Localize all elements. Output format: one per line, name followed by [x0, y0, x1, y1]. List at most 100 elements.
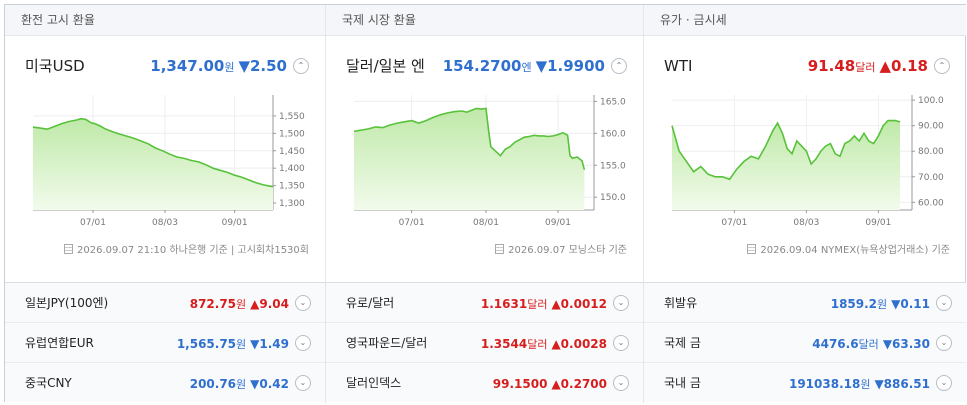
y-tick-label: 1,350 [279, 182, 305, 192]
main-quote-value: 1,347.00 [150, 57, 225, 75]
list-item-unit: 달러 [527, 298, 548, 311]
list-item-unit: 원 [236, 378, 247, 391]
list-item-change: ▼886.51 [874, 377, 930, 391]
expand-chevron-icon[interactable]: ⌄ [295, 295, 311, 311]
section-title[interactable]: 유가 · 금시세 [644, 5, 966, 36]
collapse-toggle-icon[interactable]: ⌃ [293, 58, 309, 74]
series-line [671, 119, 901, 181]
section-title[interactable]: 환전 고시 환율 [5, 5, 325, 36]
list-item-name: 유럽연합EUR [25, 336, 94, 350]
x-tick-label: 07/01 [80, 218, 106, 228]
list-item[interactable]: 달러인덱스 99.1500 ▲0.2700 ⌄ [326, 363, 643, 402]
list-item-change: ▲0.2700 [551, 377, 607, 391]
list-item-value: 99.1500 [492, 377, 548, 391]
quote-list: 일본JPY(100엔) 872.75원 ▲9.04 ⌄ 유럽연합EUR 1,565… [5, 282, 325, 402]
main-quote: 달러/일본 엔 154.2700엔 ▼1.9900 ⌃ [346, 53, 627, 79]
list-item-value: 1859.2 [830, 297, 878, 311]
expand-chevron-icon[interactable]: ⌄ [295, 375, 311, 391]
intl-exchange-panel: 국제 시장 환율 달러/일본 엔 154.2700엔 ▼1.9900 ⌃ 165.… [325, 5, 643, 403]
list-item-value-group: 4476.6달러 ▼63.30 [812, 323, 930, 365]
list-item-value-group: 200.76원 ▼0.42 [190, 363, 289, 405]
list-item-value-group: 872.75원 ▲9.04 [190, 283, 289, 325]
list-item[interactable]: 유럽연합EUR 1,565.75원 ▼1.49 ⌄ [5, 323, 325, 363]
quote-list: 유로/달러 1.1631달러 ▲0.0012 ⌄ 영국파운드/달러 1.3544달… [326, 282, 643, 402]
x-tick-label: 08/01 [473, 218, 499, 228]
collapse-toggle-icon[interactable]: ⌃ [934, 58, 950, 74]
exchange-rate-panel: 환전 고시 환율 미국USD 1,347.00원 ▼2.50 ⌃ 1,550 1,5… [5, 5, 325, 403]
collapse-toggle-icon[interactable]: ⌃ [611, 58, 627, 74]
list-item-value-group: 1,565.75원 ▼1.49 [177, 323, 289, 365]
source-note: 2026.09.07 모닝스타 기준 [495, 241, 627, 256]
list-item-value: 200.76 [189, 377, 237, 391]
series-line [32, 117, 274, 188]
series-area [33, 118, 273, 210]
list-item-unit: 원 [236, 298, 247, 311]
main-quote-name[interactable]: 미국USD [25, 57, 85, 75]
list-item-value: 1.1631 [480, 297, 528, 311]
list-item-name: 휘발유 [664, 296, 698, 310]
y-tick-label: 1,400 [279, 164, 305, 174]
y-tick-label: 70.00 [918, 173, 944, 183]
list-item-unit: 달러 [858, 338, 879, 351]
x-tick-label: 08/03 [793, 218, 819, 228]
main-quote: WTI 91.48달러 ▲0.18 ⌃ [664, 53, 950, 79]
list-item-unit: 원 [877, 298, 888, 311]
price-chart: 1,550 1,500 1,450 1,400 1,350 1,300 07/01 08/03… [32, 95, 305, 228]
main-quote: 미국USD 1,347.00원 ▼2.50 ⌃ [25, 53, 309, 79]
x-tick-label: 07/01 [399, 218, 425, 228]
y-tick-label: 150.00 [600, 193, 626, 203]
list-item-value-group: 1.1631달러 ▲0.0012 [481, 283, 607, 325]
section-title[interactable]: 국제 시장 환율 [326, 5, 643, 36]
main-quote-change: ▼1.9900 [535, 57, 605, 75]
list-item[interactable]: 국내 금 191038.18원 ▼886.51 ⌄ [644, 363, 966, 402]
expand-chevron-icon[interactable]: ⌄ [295, 335, 311, 351]
source-text: 2026.09.07 모닝스타 기준 [508, 245, 627, 256]
list-item-value-group: 1859.2원 ▼0.11 [831, 283, 930, 325]
document-icon [495, 244, 505, 254]
list-item-value-group: 99.1500 ▲0.2700 [493, 363, 607, 405]
y-tick-label: 1,450 [279, 147, 305, 157]
expand-chevron-icon[interactable]: ⌄ [613, 375, 629, 391]
y-tick-label: 100.00 [918, 96, 944, 106]
list-item[interactable]: 일본JPY(100엔) 872.75원 ▲9.04 ⌄ [5, 283, 325, 323]
list-item[interactable]: 휘발유 1859.2원 ▼0.11 ⌄ [644, 283, 966, 323]
list-item-name: 일본JPY(100엔) [25, 296, 109, 310]
x-tick-label: 09/01 [865, 218, 891, 228]
main-quote-unit: 엔 [521, 61, 532, 74]
expand-chevron-icon[interactable]: ⌄ [936, 335, 952, 351]
list-item-value: 1.3544 [480, 337, 528, 351]
main-quote-name[interactable]: WTI [664, 57, 693, 75]
list-item-change: ▼1.49 [250, 337, 289, 351]
source-text: 2026.09.07 21:10 하나은행 기준 | 고시회차1530회 [77, 245, 309, 256]
list-item-value: 872.75 [189, 297, 237, 311]
price-chart: 100.00 90.00 80.00 70.00 60.00 07/01 08/03 09/0… [671, 95, 944, 228]
source-text: 2026.09.04 NYMEX(뉴욕상업거래소) 기준 [760, 245, 950, 256]
expand-chevron-icon[interactable]: ⌄ [936, 295, 952, 311]
list-item-name: 영국파운드/달러 [346, 336, 428, 350]
list-item[interactable]: 중국CNY 200.76원 ▼0.42 ⌄ [5, 363, 325, 402]
list-item-name: 달러인덱스 [346, 376, 402, 390]
list-item-change: ▼63.30 [882, 337, 930, 351]
x-tick-label: 09/01 [545, 218, 571, 228]
main-quote-unit: 달러 [855, 61, 876, 74]
main-quote-name[interactable]: 달러/일본 엔 [346, 57, 425, 75]
list-item[interactable]: 국제 금 4476.6달러 ▼63.30 ⌄ [644, 323, 966, 363]
x-tick-label: 08/03 [152, 218, 178, 228]
expand-chevron-icon[interactable]: ⌄ [613, 295, 629, 311]
main-quote-unit: 원 [224, 61, 235, 74]
oil-gold-panel: 유가 · 금시세 WTI 91.48달러▲0.18 ⌃ 100.0090.008… [643, 5, 966, 403]
y-tick-label: 1,500 [279, 129, 305, 139]
list-item-value: 191038.18 [788, 377, 861, 391]
list-item[interactable]: 유로/달러 1.1631달러 ▲0.0012 ⌄ [326, 283, 643, 323]
expand-chevron-icon[interactable]: ⌄ [936, 375, 952, 391]
list-item-change: ▼0.11 [891, 297, 930, 311]
main-quote-value: 91.48 [807, 57, 856, 75]
market-widget: 환전 고시 환율 미국USD 1,347.00원 ▼2.50 ⌃ 1,550 1,5… [4, 4, 966, 403]
list-item[interactable]: 영국파운드/달러 1.3544달러 ▲0.0028 ⌄ [326, 323, 643, 363]
list-item-unit: 원 [236, 338, 247, 351]
expand-chevron-icon[interactable]: ⌄ [613, 335, 629, 351]
main-quote-value-group: 91.48달러 ▲0.18 [808, 53, 928, 81]
main-quote-change: ▲0.18 [879, 57, 928, 75]
list-item-change: ▲9.04 [250, 297, 289, 311]
y-tick-label: 1,550 [279, 112, 305, 122]
